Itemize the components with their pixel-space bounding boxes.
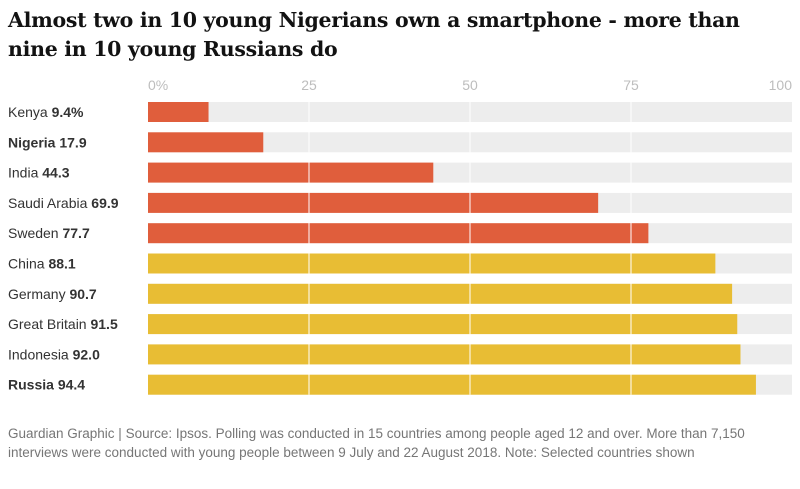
- value-label: 88.1: [48, 256, 75, 272]
- bar: [148, 314, 738, 335]
- category-name: Saudi Arabia: [8, 195, 91, 211]
- source-note: Guardian Graphic | Source: Ipsos. Pollin…: [8, 426, 745, 460]
- category-name: Germany: [8, 286, 69, 302]
- value-label: 17.9: [59, 134, 86, 150]
- category-label: Indonesia 92.0: [8, 346, 100, 362]
- bar-chart: 0% 25 50 75 100 Kenya 9.4% Nigeria 17.9 India 4…: [8, 77, 793, 395]
- category-name: China: [8, 256, 48, 272]
- category-label: Kenya 9.4%: [8, 104, 84, 120]
- bar: [148, 102, 209, 122]
- x-tick-label: 100: [769, 77, 793, 93]
- chart-title: Almost two in 10 young Nigerians own a s…: [8, 8, 740, 61]
- category-name: Kenya: [8, 104, 52, 120]
- value-label: 92.0: [73, 346, 100, 362]
- category-label: India 44.3: [8, 165, 70, 181]
- x-tick-label: 0%: [148, 77, 168, 93]
- bar: [148, 253, 716, 274]
- bar: [148, 162, 434, 183]
- category-name: Nigeria: [8, 134, 59, 150]
- category-label: Germany 90.7: [8, 286, 97, 302]
- bar: [148, 132, 264, 153]
- x-tick-label: 25: [301, 77, 317, 93]
- bar: [148, 374, 756, 395]
- category-name: Indonesia: [8, 346, 73, 362]
- value-label: 94.4: [58, 377, 85, 393]
- value-label: 91.5: [90, 316, 117, 332]
- category-label: Nigeria 17.9: [8, 134, 87, 150]
- category-label: China 88.1: [8, 256, 76, 272]
- category-label: Russia 94.4: [8, 377, 85, 393]
- category-name: India: [8, 165, 42, 181]
- x-tick-label: 75: [623, 77, 639, 93]
- bar: [148, 192, 599, 213]
- bar: [148, 223, 649, 244]
- category-label: Great Britain 91.5: [8, 316, 118, 332]
- value-label: 9.4%: [52, 104, 84, 120]
- x-tick-label: 50: [462, 77, 478, 93]
- category-name: Great Britain: [8, 316, 90, 332]
- value-label: 44.3: [42, 165, 69, 181]
- category-name: Sweden: [8, 225, 62, 241]
- bar: [148, 344, 741, 365]
- value-label: 90.7: [69, 286, 96, 302]
- bar: [148, 283, 733, 304]
- category-label: Saudi Arabia 69.9: [8, 195, 119, 211]
- value-label: 69.9: [91, 195, 118, 211]
- category-name: Russia: [8, 377, 58, 393]
- value-label: 77.7: [62, 225, 89, 241]
- category-label: Sweden 77.7: [8, 225, 90, 241]
